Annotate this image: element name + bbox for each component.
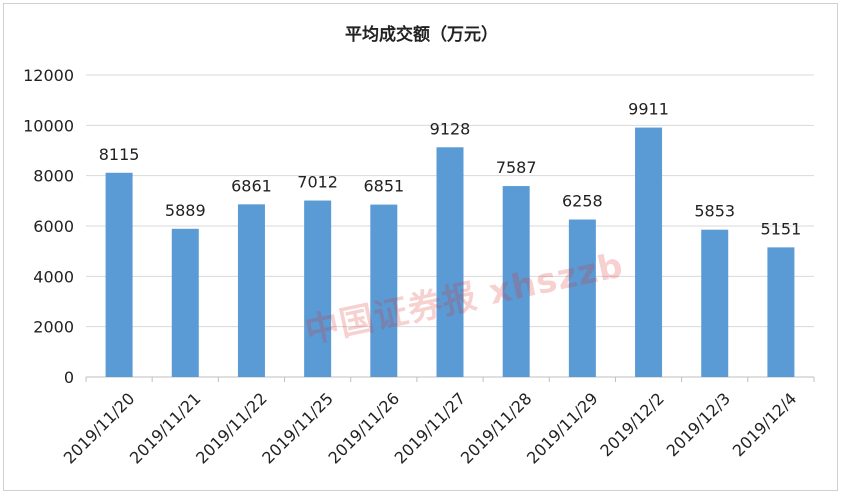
bar — [502, 186, 530, 377]
x-tick-label: 2019/12/2 — [596, 389, 667, 460]
y-tick-label: 2000 — [33, 318, 74, 337]
bar — [436, 147, 464, 377]
bar — [105, 172, 133, 377]
x-tick-label: 2019/12/4 — [729, 389, 800, 460]
x-tick-label: 2019/11/29 — [523, 389, 602, 468]
data-label: 6861 — [231, 176, 272, 195]
bar — [237, 204, 265, 377]
data-label: 5889 — [165, 201, 206, 220]
bar — [304, 200, 332, 377]
y-tick-label: 0 — [64, 368, 74, 387]
data-label: 5853 — [694, 202, 735, 221]
bar — [171, 228, 199, 377]
data-label: 6851 — [363, 177, 404, 196]
data-label: 5151 — [761, 219, 802, 238]
bar — [568, 219, 596, 377]
bar — [701, 229, 729, 377]
data-label: 6258 — [562, 192, 603, 211]
data-label: 9911 — [628, 100, 669, 119]
y-tick-label: 10000 — [23, 116, 74, 135]
chart-title: 平均成交额（万元） — [345, 25, 498, 45]
bar — [635, 127, 663, 377]
bar — [370, 204, 398, 377]
y-tick-label: 6000 — [33, 217, 74, 236]
y-tick-label: 12000 — [23, 66, 74, 85]
y-tick-label: 8000 — [33, 167, 74, 186]
data-label: 7587 — [496, 158, 537, 177]
y-tick-label: 4000 — [33, 267, 74, 286]
x-tick-label: 2019/12/3 — [663, 389, 734, 460]
bar — [767, 247, 795, 377]
data-label: 9128 — [430, 119, 471, 138]
data-label: 8115 — [99, 145, 140, 164]
data-label: 7012 — [297, 173, 338, 192]
chart-frame — [3, 3, 838, 491]
